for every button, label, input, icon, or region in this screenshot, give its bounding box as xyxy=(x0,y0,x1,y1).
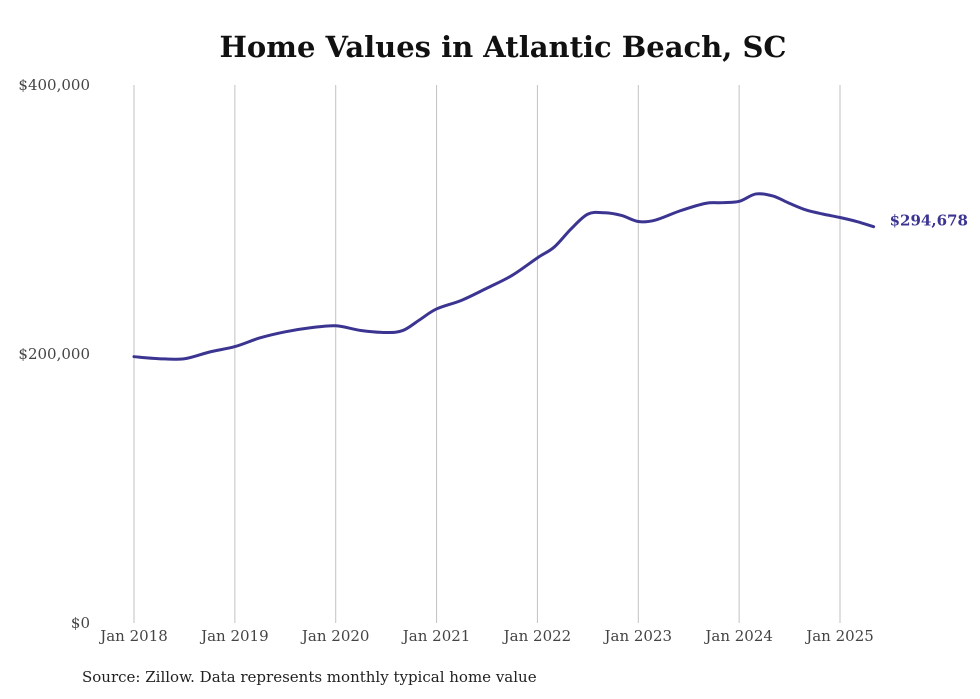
x-tick-label: Jan 2025 xyxy=(804,627,874,645)
x-tick-label: Jan 2022 xyxy=(502,627,572,645)
y-axis-ticks: $0 $200,000 $400,000 xyxy=(18,76,90,632)
y-tick-label: $200,000 xyxy=(18,345,90,363)
x-tick-label: Jan 2020 xyxy=(300,627,370,645)
x-axis-ticks: Jan 2018 Jan 2019 Jan 2020 Jan 2021 Jan 2022… xyxy=(98,627,874,645)
x-tick-label: Jan 2023 xyxy=(603,627,673,645)
chart-source-note: Source: Zillow. Data represents monthly … xyxy=(82,668,537,686)
home-value-line xyxy=(132,192,876,361)
x-tick-label: Jan 2018 xyxy=(98,627,168,645)
series-layer: $294,678 xyxy=(132,192,968,361)
chart-title: Home Values in Atlantic Beach, SC xyxy=(219,30,787,64)
x-tick-label: Jan 2019 xyxy=(199,627,269,645)
y-tick-label: $400,000 xyxy=(18,76,90,94)
x-tick-label: Jan 2024 xyxy=(703,627,773,645)
end-value-label: $294,678 xyxy=(890,212,968,230)
gridlines xyxy=(133,85,841,623)
y-tick-label: $0 xyxy=(71,614,90,632)
x-tick-label: Jan 2021 xyxy=(401,627,471,645)
